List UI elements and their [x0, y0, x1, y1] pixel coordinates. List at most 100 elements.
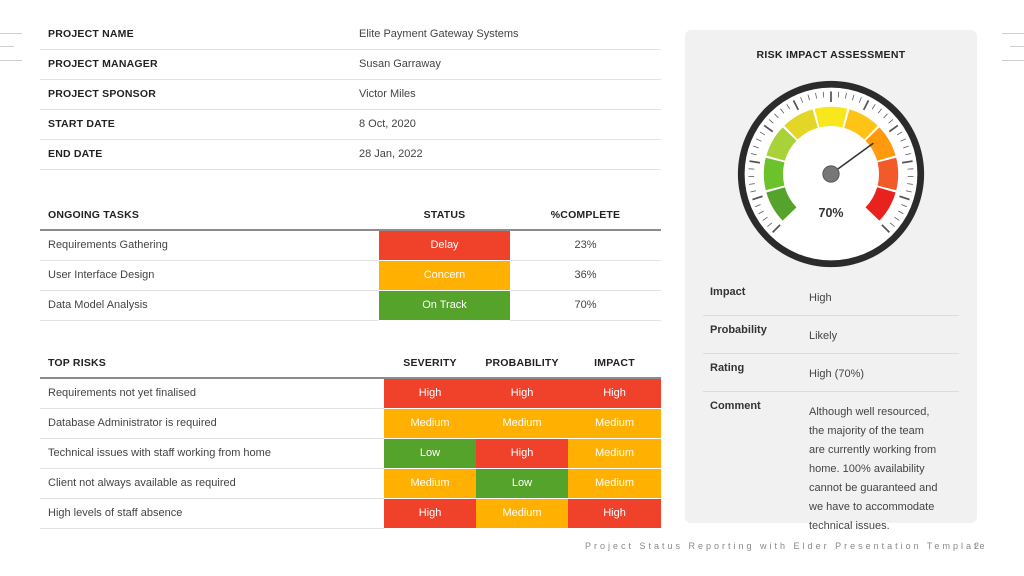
gauge-tick [750, 190, 757, 193]
decorative-line-left-top [0, 33, 22, 34]
gauge-tick [901, 204, 907, 208]
gauge-tick [786, 104, 791, 110]
risk-row: Technical issues with staff working from… [40, 438, 661, 469]
gauge-needle [830, 142, 874, 175]
task-row: Data Model Analysis On Track 70% [40, 290, 661, 321]
risks-header-row: TOP RISKS SEVERITY PROBABILITY IMPACT [40, 348, 661, 378]
decorative-line-right-bot [1002, 60, 1024, 61]
tasks-header-task: ONGOING TASKS [48, 208, 140, 221]
project-info-label: PROJECT MANAGER [48, 58, 158, 70]
assessment-row-comment: Comment Although well resourced, the maj… [703, 392, 959, 543]
assessment-label-probability: Probability [710, 324, 767, 336]
risks-header-severity: SEVERITY [403, 356, 457, 369]
project-info-value: 8 Oct, 2020 [359, 118, 416, 130]
risk-impact-badge: High [568, 498, 661, 529]
project-info-label: START DATE [48, 118, 115, 130]
risks-header-risk: TOP RISKS [48, 356, 107, 369]
risk-severity-badge: Low [384, 438, 476, 469]
gauge-tick [905, 190, 912, 193]
tasks-header-complete: %COMPLETE [550, 208, 621, 221]
gauge-hub [822, 165, 840, 183]
gauge-tick [768, 119, 774, 124]
comment-line: the majority of the team [809, 425, 924, 437]
gauge-tick [774, 113, 779, 119]
risk-probability-badge: High [476, 378, 568, 409]
assessment-row-probability: Probability Likely [703, 316, 959, 354]
gauge-tick [883, 113, 888, 119]
comment-line: cannot be guaranteed and [809, 482, 938, 494]
gauge-segment [865, 127, 896, 161]
risk-severity-badge: Medium [384, 468, 476, 499]
task-status-badge: Concern [379, 260, 510, 291]
risk-impact-badge: High [568, 378, 661, 409]
risk-assessment-title: RISK IMPACT ASSESSMENT [756, 49, 906, 61]
gauge-tick [822, 91, 825, 98]
gauge-tick [750, 153, 757, 156]
project-info-value: Victor Miles [359, 88, 416, 100]
task-percent-complete: 36% [574, 269, 597, 281]
risk-assessment-panel: RISK IMPACT ASSESSMENT 70% Impact High P… [685, 30, 977, 532]
risk-row: Client not always available as required M… [40, 468, 661, 499]
assessment-value-probability: Likely [809, 330, 838, 342]
decorative-line-right-mid [1010, 46, 1024, 47]
assessment-label-rating: Rating [710, 362, 745, 374]
project-info-row: END DATE 28 Jan, 2022 [40, 139, 661, 169]
gauge-segment [844, 109, 878, 140]
gauge-tick [888, 124, 899, 133]
task-name: User Interface Design [48, 269, 155, 281]
tasks-header-row: ONGOING TASKS STATUS %COMPLETE [40, 200, 661, 230]
risk-probability-badge: Medium [476, 408, 568, 439]
gauge-tick [898, 210, 904, 215]
risk-severity-badge: High [384, 378, 476, 409]
risk-impact-badge: Medium [568, 408, 661, 439]
assessment-details: Impact High Probability Likely Rating Hi… [703, 278, 959, 543]
gauge-tick [894, 216, 900, 221]
gauge-tick [905, 153, 912, 156]
gauge-tick [752, 195, 763, 201]
gauge-ticks [748, 91, 914, 233]
risk-name: High levels of staff absence [48, 507, 183, 519]
ongoing-tasks-table: ONGOING TASKS STATUS %COMPLETE Requireme… [40, 200, 661, 321]
risk-name: Technical issues with staff working from… [48, 447, 271, 459]
project-info-value: Susan Garraway [359, 58, 441, 70]
risk-gauge: 70% [737, 80, 925, 268]
gauge-tick [763, 124, 774, 133]
gauge-tick [889, 222, 895, 227]
gauge-tick [755, 204, 761, 208]
risk-name: Client not always available as required [48, 477, 236, 489]
task-percent-complete: 70% [574, 299, 597, 311]
decorative-line-left-mid [0, 46, 14, 47]
risk-impact-badge: Medium [568, 438, 661, 469]
project-info-row: PROJECT SPONSOR Victor Miles [40, 79, 661, 109]
gauge-tick [767, 222, 773, 227]
risk-row: Requirements not yet finalised High High Hi… [40, 378, 661, 409]
assessment-value-impact: High [809, 292, 832, 304]
gauge-segment [763, 157, 785, 191]
assessment-label-comment: Comment [710, 400, 761, 412]
gauge-tick [896, 131, 903, 136]
project-info-value: Elite Payment Gateway Systems [359, 27, 519, 40]
gauge-tick [759, 131, 766, 136]
gauge-tick [762, 216, 768, 221]
task-percent-complete: 23% [574, 239, 597, 252]
risk-name: Database Administrator is required [48, 417, 217, 429]
task-status-badge: Delay [379, 230, 510, 261]
gauge-tick [899, 195, 910, 201]
gauge-tick [888, 119, 894, 124]
project-info-row: START DATE 8 Oct, 2020 [40, 109, 661, 139]
gauge-tick [903, 145, 909, 149]
gauge-tick [756, 138, 762, 142]
gauge-tick [753, 145, 759, 149]
project-info-row: PROJECT MANAGER Susan Garraway [40, 49, 661, 79]
gauge-tick [815, 92, 817, 99]
gauge-value-label: 70% [819, 206, 844, 220]
gauge-tick [901, 160, 913, 164]
assessment-row-impact: Impact High [703, 278, 959, 316]
gauge-tick [800, 97, 804, 103]
gauge-tick [907, 183, 913, 185]
task-row: Requirements Gathering Delay 23% [40, 230, 661, 261]
assessment-value-rating: High (70%) [809, 368, 865, 380]
risk-severity-badge: High [384, 498, 476, 529]
gauge-tick [845, 92, 847, 99]
comment-line: we have to accommodate [809, 501, 935, 513]
